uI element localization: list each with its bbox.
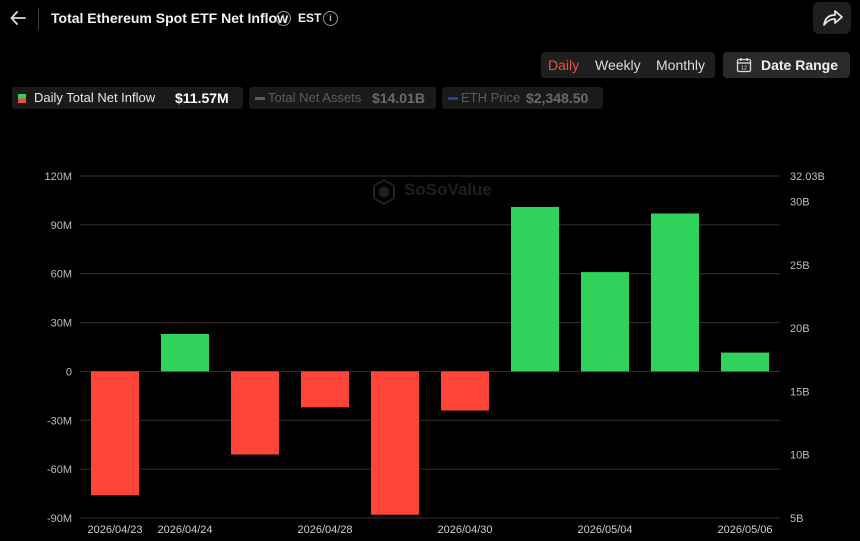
y2-tick-label: 20B [790, 323, 810, 335]
y2-tick-label: 32.03B [790, 171, 825, 183]
timezone-info-icon[interactable]: i [323, 11, 338, 26]
watermark: SoSoValue [373, 178, 492, 206]
y2-tick-label: 25B [790, 260, 810, 272]
timezone-label: EST [298, 11, 322, 25]
x-tick-label: 2026/05/06 [717, 524, 772, 536]
bar[interactable] [581, 272, 629, 372]
tab-daily[interactable]: Daily [548, 57, 580, 73]
legend-label: Daily Total Net Inflow [34, 90, 156, 105]
info-icon[interactable]: i [276, 11, 291, 26]
y-tick-label: 30M [51, 318, 72, 330]
sosovalue-logo-icon [373, 178, 395, 206]
bar[interactable] [91, 371, 139, 496]
tab-monthly[interactable]: Monthly [656, 57, 706, 73]
y-tick-label: 90M [51, 220, 72, 232]
bar[interactable] [371, 371, 419, 515]
gray-line-swatch-icon [255, 97, 265, 100]
y-tick-label: -90M [47, 513, 72, 525]
legend-item-total-net-assets[interactable]: Total Net Assets $14.01B [249, 87, 436, 109]
date-range-label: Date Range [761, 57, 839, 73]
arrow-left-icon [10, 11, 26, 25]
legend-value: $14.01B [372, 90, 425, 106]
legend-value: $2,348.50 [526, 90, 589, 106]
y2-tick-label: 5B [790, 513, 803, 525]
y2-tick-label: 30B [790, 197, 810, 209]
page-title: Total Ethereum Spot ETF Net Inflow [51, 10, 288, 26]
bar[interactable] [441, 371, 489, 411]
calendar-icon: 12 [736, 58, 752, 73]
y-tick-label: -60M [47, 464, 72, 476]
y2-tick-label: 10B [790, 450, 810, 462]
legend-item-daily-net-inflow[interactable]: Daily Total Net Inflow $11.57M [12, 87, 243, 109]
tab-weekly[interactable]: Weekly [595, 57, 641, 73]
svg-text:12: 12 [741, 66, 747, 72]
bar[interactable] [301, 371, 349, 408]
bar[interactable] [231, 371, 279, 455]
bar[interactable] [651, 213, 699, 372]
header-bar: Total Ethereum Spot ETF Net Inflow i EST… [0, 0, 860, 40]
share-icon [823, 10, 843, 26]
y-tick-label: 120M [44, 171, 72, 183]
blue-line-swatch-icon [448, 97, 458, 100]
header-divider [38, 8, 39, 30]
x-tick-label: 2026/04/30 [437, 524, 492, 536]
legend-label: Total Net Assets [268, 90, 362, 105]
x-tick-label: 2026/04/24 [157, 524, 212, 536]
bar[interactable] [161, 333, 209, 372]
y-tick-label: 0 [66, 366, 72, 378]
x-tick-label: 2026/04/23 [87, 524, 142, 536]
period-tabs: Daily Weekly Monthly [541, 52, 715, 78]
back-button[interactable] [8, 6, 30, 30]
share-button[interactable] [813, 2, 851, 34]
legend-item-eth-price[interactable]: ETH Price $2,348.50 [442, 87, 603, 109]
x-tick-label: 2026/05/04 [577, 524, 632, 536]
y-tick-label: 60M [51, 269, 72, 281]
x-tick-label: 2026/04/28 [297, 524, 352, 536]
legend-label: ETH Price [461, 90, 521, 105]
bar[interactable] [721, 352, 769, 372]
date-range-button[interactable]: 12 Date Range [723, 52, 850, 78]
watermark-text: SoSoValue [404, 180, 492, 199]
legend-value: $11.57M [175, 90, 229, 106]
bar[interactable] [511, 206, 559, 372]
y-tick-label: -30M [47, 415, 72, 427]
red-green-swatch-icon [18, 94, 26, 103]
y2-tick-label: 15B [790, 386, 810, 398]
